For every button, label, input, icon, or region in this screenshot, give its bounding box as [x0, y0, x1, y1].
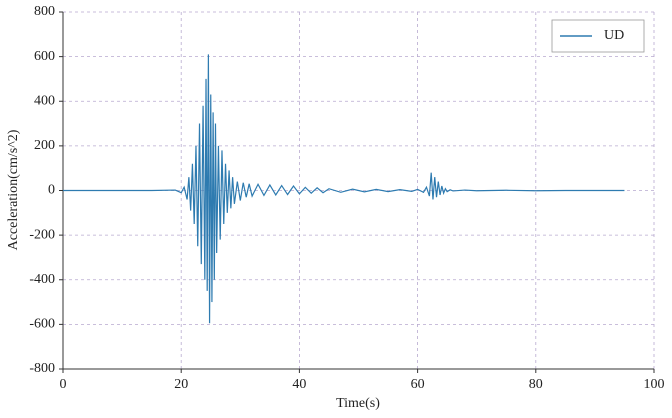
x-tick-label: 60 — [411, 377, 425, 392]
y-tick-label: -600 — [29, 317, 55, 332]
x-tick-label: 40 — [292, 377, 306, 392]
y-tick-label: -200 — [29, 227, 55, 242]
x-tick-label: 80 — [529, 377, 543, 392]
y-tick-label: -800 — [29, 361, 55, 376]
y-tick-label: 800 — [34, 4, 55, 19]
y-tick-label: 400 — [34, 93, 55, 108]
x-tick-label: 20 — [174, 377, 188, 392]
y-tick-label: -400 — [29, 272, 55, 287]
data-line — [63, 54, 625, 324]
y-axis-label: Acceleration(cm/s^2) — [6, 129, 21, 250]
y-tick-label: 0 — [48, 183, 55, 198]
x-axis-label: Time(s) — [336, 396, 380, 411]
y-tick-label: 200 — [34, 138, 55, 153]
y-tick-label: 600 — [34, 49, 55, 64]
x-tick-label: 0 — [60, 377, 67, 392]
x-tick-label: 100 — [644, 377, 665, 392]
legend-label: UD — [604, 28, 624, 43]
